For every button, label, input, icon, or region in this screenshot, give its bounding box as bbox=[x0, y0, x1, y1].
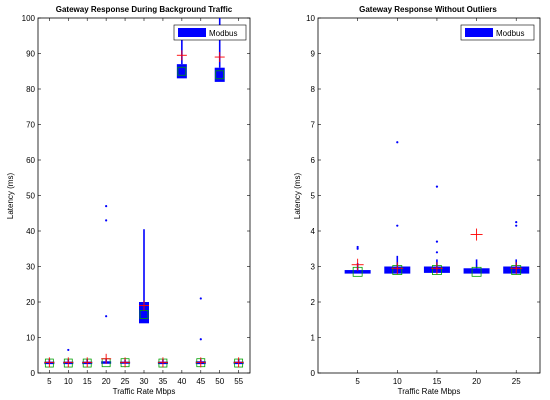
box-body bbox=[214, 67, 225, 82]
y-tick-label: 70 bbox=[26, 121, 35, 130]
y-tick-label: 10 bbox=[26, 334, 35, 343]
outlier-point bbox=[515, 221, 518, 224]
y-tick-label: 8 bbox=[311, 85, 316, 94]
chart-right: Gateway Response Without Outliers 0 1 2 3 4 5… bbox=[293, 5, 541, 396]
x-tick-label: 45 bbox=[196, 377, 205, 386]
y-tick-label: 7 bbox=[311, 121, 316, 130]
chart-right-title: Gateway Response Without Outliers bbox=[359, 5, 497, 14]
y-tick-label: 0 bbox=[31, 369, 36, 378]
y-tick-label: 100 bbox=[22, 14, 36, 23]
outlier-point bbox=[396, 224, 399, 227]
median-marker bbox=[215, 70, 225, 80]
x-tick-label: 30 bbox=[140, 377, 149, 386]
box-body bbox=[344, 270, 371, 274]
outlier-point bbox=[435, 185, 439, 188]
x-tick-label: 55 bbox=[234, 377, 243, 386]
y-tick-label: 9 bbox=[311, 50, 316, 59]
outlier-point bbox=[396, 141, 399, 144]
box-body bbox=[139, 302, 149, 324]
y-tick-label: 4 bbox=[311, 227, 316, 236]
y-tick-label: 60 bbox=[26, 156, 35, 165]
x-tick-label: 10 bbox=[393, 377, 402, 386]
chart-right-legend: Modbus bbox=[460, 24, 535, 41]
y-tick-label: 6 bbox=[311, 156, 316, 165]
chart-left-legend-label: Modbus bbox=[209, 29, 237, 38]
y-tick-label: 50 bbox=[26, 192, 35, 201]
outlier-point bbox=[105, 205, 108, 208]
y-tick-label: 30 bbox=[26, 263, 35, 272]
x-tick-label: 25 bbox=[121, 377, 130, 386]
outlier-point bbox=[356, 247, 359, 250]
x-tick-label: 5 bbox=[355, 377, 360, 386]
y-tick-label: 5 bbox=[311, 192, 316, 201]
x-tick-label: 20 bbox=[102, 377, 111, 386]
x-tick-label: 40 bbox=[177, 377, 186, 386]
median-marker bbox=[177, 66, 187, 76]
outlier-point bbox=[105, 315, 108, 318]
outlier-point bbox=[199, 338, 202, 341]
chart-left-legend: Modbus bbox=[173, 24, 247, 41]
median-marker bbox=[471, 266, 482, 277]
outlier-point bbox=[356, 245, 359, 249]
outlier-point bbox=[435, 240, 439, 243]
x-tick-label: 15 bbox=[432, 377, 441, 386]
y-tick-label: 40 bbox=[26, 227, 35, 236]
x-tick-label: 35 bbox=[158, 377, 167, 386]
chart-left-ylabel: Latency (ms) bbox=[6, 173, 15, 220]
chart-right-ylabel: Latency (ms) bbox=[293, 173, 302, 220]
chart-left: Gateway Response During Background Traff… bbox=[6, 5, 251, 396]
chart-right-xlabel: Traffic Rate Mbps bbox=[398, 387, 461, 396]
chart-left-legend-swatch bbox=[178, 28, 206, 37]
box-body bbox=[463, 268, 490, 274]
outlier-point bbox=[515, 224, 518, 227]
chart-left-x-ticks: 5 10 15 20 25 30 35 40 45 50 55 bbox=[47, 18, 244, 386]
box-body bbox=[176, 64, 187, 79]
y-tick-label: 2 bbox=[311, 298, 316, 307]
y-tick-label: 3 bbox=[311, 263, 316, 272]
chart-right-legend-label: Modbus bbox=[496, 29, 524, 38]
outlier-point bbox=[67, 348, 70, 352]
chart-left-xlabel: Traffic Rate Mbps bbox=[113, 387, 176, 396]
y-tick-label: 20 bbox=[26, 298, 35, 307]
outlier-point bbox=[105, 219, 108, 222]
y-tick-label: 90 bbox=[26, 50, 35, 59]
y-tick-label: 80 bbox=[26, 85, 35, 94]
chart-right-legend-swatch bbox=[465, 28, 493, 37]
outlier-point bbox=[435, 251, 439, 254]
x-tick-label: 5 bbox=[47, 377, 52, 386]
x-tick-label: 25 bbox=[512, 377, 521, 386]
chart-right-marks bbox=[344, 141, 530, 277]
x-tick-label: 15 bbox=[83, 377, 92, 386]
chart-left-y-ticks: 0 10 20 30 40 50 60 70 80 90 100 bbox=[22, 14, 250, 378]
y-tick-label: 10 bbox=[306, 14, 315, 23]
outlier-point bbox=[199, 297, 202, 300]
chart-right-x-ticks: 5 10 15 20 25 bbox=[355, 18, 521, 386]
x-tick-label: 50 bbox=[215, 377, 224, 386]
x-tick-label: 20 bbox=[472, 377, 481, 386]
y-tick-label: 0 bbox=[311, 369, 316, 378]
chart-right-axes bbox=[317, 17, 541, 374]
chart-right-y-ticks: 0 1 2 3 4 5 6 7 8 9 10 bbox=[306, 14, 540, 378]
y-tick-label: 1 bbox=[311, 334, 316, 343]
x-tick-label: 10 bbox=[64, 377, 73, 386]
chart-left-title: Gateway Response During Background Traff… bbox=[56, 5, 233, 14]
